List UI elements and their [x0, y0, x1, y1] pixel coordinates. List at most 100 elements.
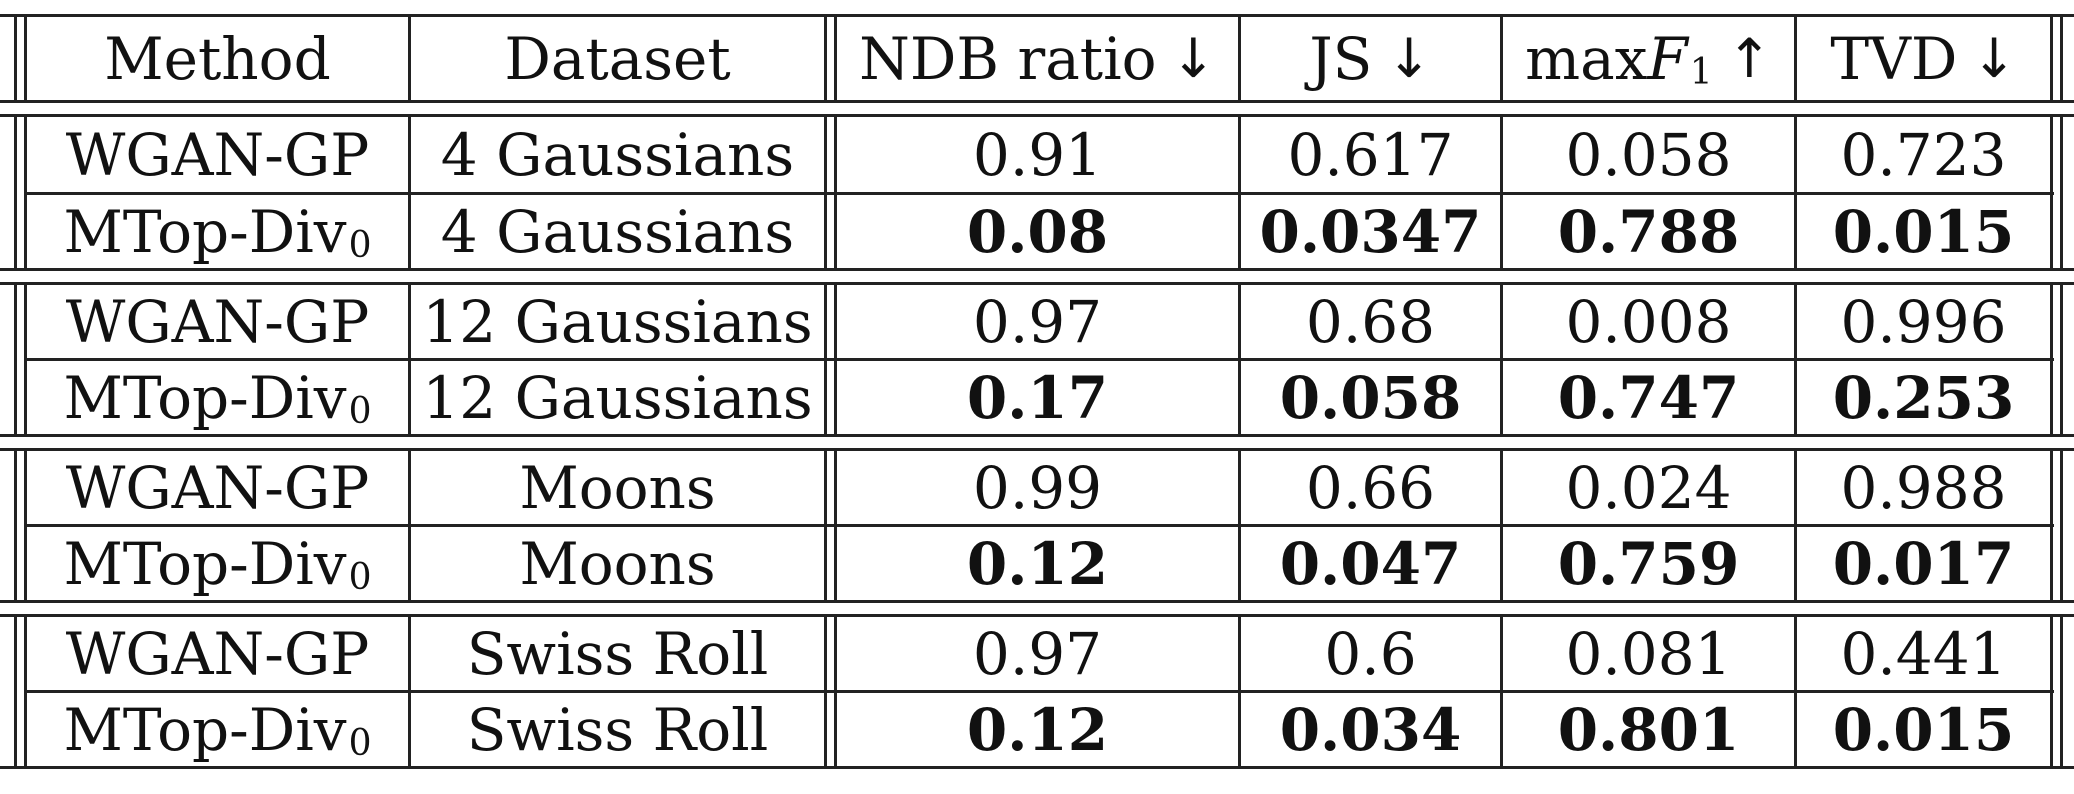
- cell-dataset-value: 12 Gaussians: [422, 287, 813, 356]
- col-double-rule: [824, 448, 827, 603]
- cell-maxf1: 0.024: [1503, 451, 1794, 524]
- left-double-rule: [14, 14, 17, 103]
- left-double-rule: [14, 448, 17, 603]
- cell-maxf1: 0.008: [1503, 285, 1794, 358]
- method-subscript: 0: [348, 556, 372, 598]
- header-dataset-label: Dataset: [504, 24, 731, 93]
- group-3-row-rule: [24, 524, 2054, 527]
- left-double-rule: [24, 614, 27, 769]
- col-double-rule: [824, 14, 827, 103]
- cell-ndb-value: 0.97: [972, 619, 1103, 688]
- col-rule: [1794, 114, 1797, 271]
- col-double-rule: [834, 614, 837, 769]
- cell-js: 0.0347: [1241, 195, 1500, 268]
- cell-method-value: MTop-Div: [63, 363, 347, 432]
- cell-dataset-value: 4 Gaussians: [440, 120, 795, 189]
- cell-ndb-value: 0.12: [966, 529, 1109, 598]
- col-double-rule: [834, 114, 837, 271]
- cell-method-value: WGAN-GP: [65, 619, 370, 688]
- cell-dataset: Moons: [411, 451, 824, 524]
- col-rule: [1500, 14, 1503, 103]
- cell-method: MTop-Div 0: [27, 361, 408, 434]
- cell-maxf1-value: 0.788: [1557, 197, 1740, 266]
- header-bottom-rule: [0, 100, 2074, 103]
- left-double-rule: [14, 114, 17, 271]
- cell-tvd-value: 0.996: [1840, 287, 2007, 356]
- left-double-rule: [14, 614, 17, 769]
- header-maxf1-prefix: max: [1525, 24, 1648, 93]
- cell-js-value: 0.617: [1287, 120, 1454, 189]
- cell-method-value: WGAN-GP: [65, 453, 370, 522]
- cell-ndb: 0.12: [837, 527, 1238, 600]
- header-maxf1-var: F: [1647, 24, 1688, 93]
- cell-tvd-value: 0.017: [1832, 529, 2015, 598]
- cell-tvd: 0.015: [1797, 693, 2050, 766]
- col-rule: [1794, 614, 1797, 769]
- group-2-row-rule: [24, 358, 2054, 361]
- header-ndb-label: NDB ratio: [859, 24, 1157, 93]
- cell-tvd: 0.723: [1797, 117, 2050, 192]
- group-1-row-rule: [24, 192, 2054, 195]
- cell-dataset: 4 Gaussians: [411, 117, 824, 192]
- header-tvd: TVD ↓: [1797, 17, 2050, 100]
- cell-dataset: 4 Gaussians: [411, 195, 824, 268]
- cell-dataset: 12 Gaussians: [411, 361, 824, 434]
- cell-ndb: 0.17: [837, 361, 1238, 434]
- cell-js-value: 0.034: [1279, 695, 1462, 764]
- left-double-rule: [24, 282, 27, 437]
- left-double-rule: [24, 14, 27, 103]
- col-double-rule: [834, 282, 837, 437]
- cell-ndb: 0.97: [837, 617, 1238, 690]
- cell-tvd: 0.441: [1797, 617, 2050, 690]
- col-rule: [408, 282, 411, 437]
- cell-js: 0.058: [1241, 361, 1500, 434]
- cell-tvd-value: 0.015: [1832, 197, 2015, 266]
- right-double-rule: [2060, 114, 2063, 271]
- cell-dataset: 12 Gaussians: [411, 285, 824, 358]
- cell-tvd-value: 0.441: [1840, 619, 2007, 688]
- col-rule: [408, 14, 411, 103]
- cell-maxf1: 0.058: [1503, 117, 1794, 192]
- cell-tvd-value: 0.015: [1832, 695, 2015, 764]
- cell-dataset-value: Moons: [519, 529, 716, 598]
- cell-dataset-value: Moons: [519, 453, 716, 522]
- col-rule: [1238, 282, 1241, 437]
- cell-ndb: 0.12: [837, 693, 1238, 766]
- cell-method-value: WGAN-GP: [65, 120, 370, 189]
- arrow-up-icon: ↑: [1726, 26, 1772, 90]
- arrow-down-icon: ↓: [1170, 26, 1216, 90]
- header-maxf1-sub: 1: [1689, 51, 1713, 93]
- cell-method-value: MTop-Div: [63, 529, 347, 598]
- cell-method: MTop-Div 0: [27, 693, 408, 766]
- col-rule: [1794, 448, 1797, 603]
- cell-js: 0.66: [1241, 451, 1500, 524]
- right-double-rule: [2050, 614, 2053, 769]
- method-subscript: 0: [348, 224, 372, 266]
- cell-maxf1: 0.788: [1503, 195, 1794, 268]
- cell-js-value: 0.66: [1305, 453, 1436, 522]
- arrow-down-icon: ↓: [1971, 26, 2017, 90]
- cell-js-value: 0.0347: [1259, 197, 1482, 266]
- right-double-rule: [2060, 448, 2063, 603]
- header-method-label: Method: [104, 24, 331, 93]
- method-subscript: 0: [348, 390, 372, 432]
- cell-maxf1-value: 0.008: [1565, 287, 1732, 356]
- cell-maxf1-value: 0.058: [1565, 120, 1732, 189]
- cell-method-value: MTop-Div: [63, 197, 347, 266]
- col-rule: [1238, 114, 1241, 271]
- cell-js-value: 0.058: [1279, 363, 1462, 432]
- cell-ndb: 0.91: [837, 117, 1238, 192]
- col-rule: [408, 614, 411, 769]
- col-rule: [1238, 448, 1241, 603]
- cell-ndb-value: 0.17: [966, 363, 1109, 432]
- cell-js-value: 0.68: [1305, 287, 1436, 356]
- right-double-rule: [2060, 282, 2063, 437]
- group-4-top-rule: [0, 614, 2074, 617]
- group-3-top-rule: [0, 448, 2074, 451]
- right-double-rule: [2050, 282, 2053, 437]
- cell-maxf1-value: 0.747: [1557, 363, 1740, 432]
- group-1-top-rule: [0, 114, 2074, 117]
- cell-method: WGAN-GP: [27, 117, 408, 192]
- header-js-label: JS: [1309, 24, 1373, 93]
- cell-maxf1: 0.081: [1503, 617, 1794, 690]
